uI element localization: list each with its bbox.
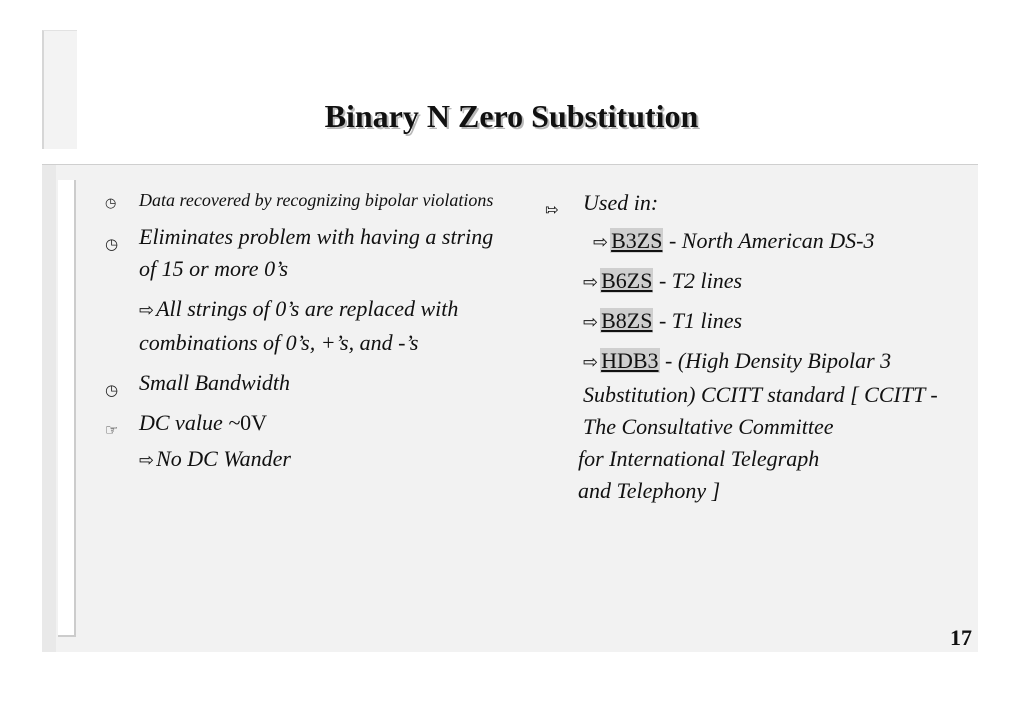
item-desc: - North American DS-3 [663,228,875,253]
arrow-icon: ⇨ [593,232,609,253]
bullet-text: Data recovered by recognizing bipolar vi… [139,190,494,210]
sub-bullet-text: All strings of 0’s are replaced with com… [139,296,459,355]
used-in-heading: ⇰ Used in: [545,187,965,219]
bullet-text: Small Bandwidth [139,370,290,395]
bullet-eliminates: ◷ Eliminates problem with having a strin… [105,221,515,285]
item-desc: - T2 lines [653,268,743,293]
tail-line: and Telephony ] [578,478,721,503]
used-in-label: Used in: [583,190,659,215]
clock-icon: ◷ [105,235,119,253]
decorative-frame-top [42,30,77,149]
sub-bullet-text: No DC Wander [156,446,291,471]
code-hdb3: HDB3 [600,348,660,373]
right-column: ⇰ Used in: ⇨ B3ZS - North American DS-3 ⇨… [545,187,965,513]
bullet-dc-value: ☞ DC value ~0V [105,407,515,439]
bullet-bandwidth: ◷ Small Bandwidth [105,367,515,399]
arrow-icon: ⇨ [583,312,599,333]
clock-icon: ◷ [105,196,117,211]
arrow-icon: ⇨ [139,300,155,321]
sub-bullet-no-dc-wander: ⇨No DC Wander [139,443,515,477]
list-item: ⇨ HDB3 - (High Density Bipolar 3 Substitu… [545,345,953,443]
bullet-text-value: 0V [240,410,267,435]
page-number: 17 [950,625,972,650]
slide-title: Binary N Zero Substitution [324,98,699,134]
arrow-icon: ⇨ [583,272,599,293]
code-b3zs: B3ZS [610,228,664,253]
arrow-icon: ⇨ [139,450,155,471]
clock-icon: ◷ [105,381,119,399]
panel-edge [42,165,56,652]
left-column: ◷ Data recovered by recognizing bipolar … [105,187,515,485]
item-desc: - T1 lines [653,308,743,333]
title-divider [42,164,978,165]
code-b8zs: B8ZS [600,308,654,333]
bullet-text: DC value ~ [139,410,241,435]
content-panel [42,165,978,652]
list-item: ⇨ B3ZS - North American DS-3 [545,225,965,259]
list-item: ⇨ B6ZS - T2 lines [545,265,965,299]
list-item: ⇨ B8ZS - T1 lines [545,305,965,339]
hand-arrow-icon: ☞ [105,421,119,439]
bullet-data-recovered: ◷ Data recovered by recognizing bipolar … [105,187,515,213]
code-b6zs: B6ZS [600,268,654,293]
sub-bullet-zeros-replaced: ⇨All strings of 0’s are replaced with co… [139,293,515,359]
hollow-arrow-icon: ⇰ [545,200,559,219]
tail-line: for International Telegraph [578,446,820,471]
decorative-strip [58,180,76,637]
arrow-icon: ⇨ [583,352,599,373]
item-desc: - (High Density Bipolar 3 Substitution) … [583,348,938,439]
bullet-text: Eliminates problem with having a string … [139,224,494,281]
